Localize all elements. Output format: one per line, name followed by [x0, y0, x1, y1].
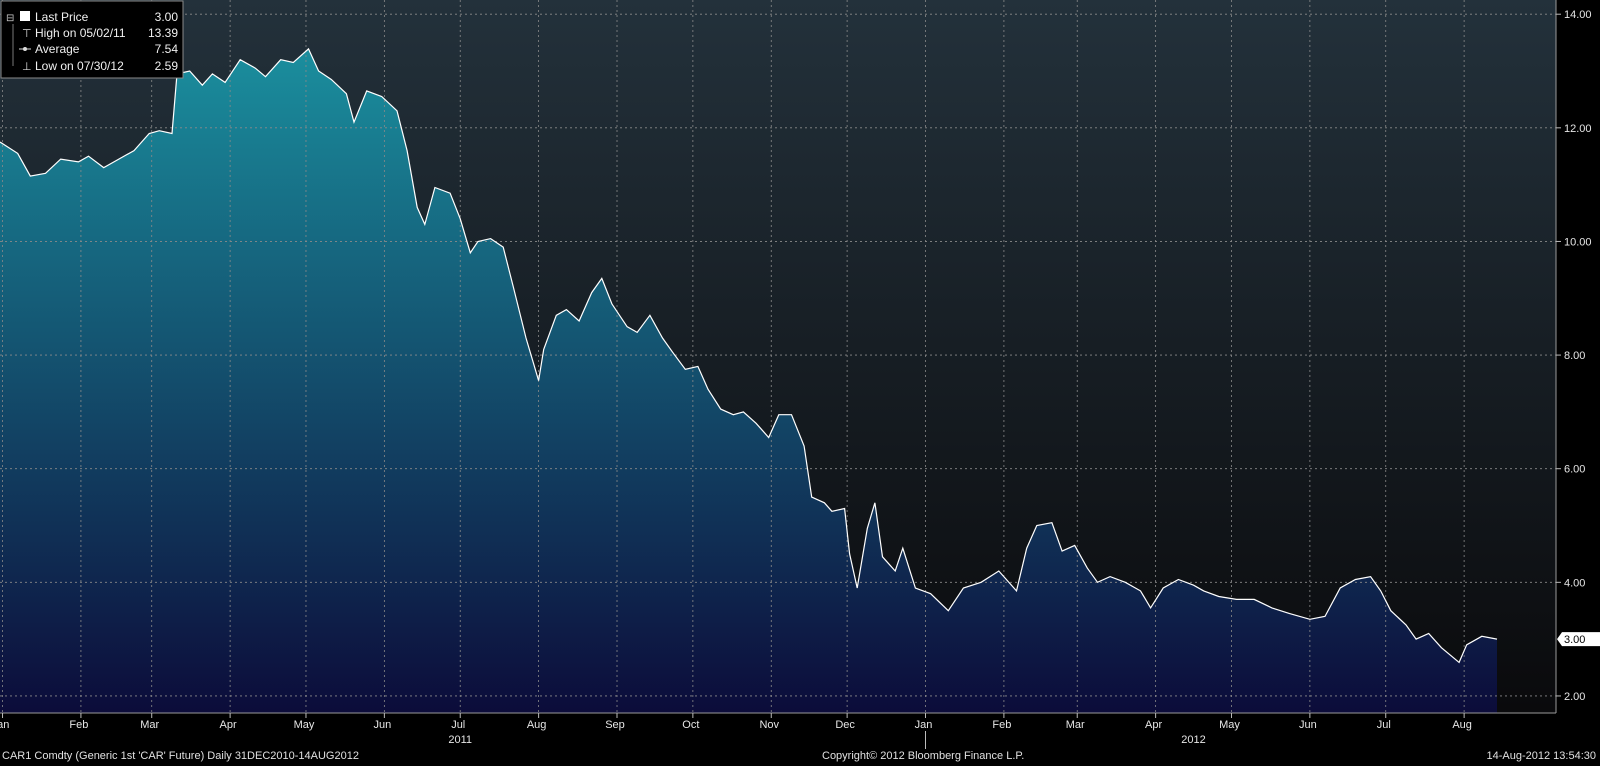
average-marker-icon: [19, 47, 31, 51]
y-tick-label-4: 10.00: [1564, 236, 1592, 248]
x-tick-label-4: May: [294, 719, 315, 731]
x-tick-label-6: Jul: [451, 719, 465, 731]
x-tick-label-1: Feb: [69, 719, 88, 731]
legend-box: ⊟ Last Price 3.00 ⊤ High on 05/02/11 13.…: [0, 0, 184, 79]
x-tick-label-13: Feb: [992, 719, 1011, 731]
y-tick-label-0: 2.00: [1564, 691, 1585, 703]
legend-label-last-price: Last Price: [35, 10, 89, 24]
low-marker-icon: ⊥: [22, 60, 32, 73]
x-tick-label-7: Aug: [527, 719, 547, 731]
x-tick-label-17: Jun: [1299, 719, 1317, 731]
last-price-tag-label: 3.00: [1564, 634, 1585, 646]
legend-value-high: 13.39: [148, 26, 178, 40]
legend-collapse-icon[interactable]: ⊟: [6, 13, 14, 24]
x-tick-label-2: Mar: [140, 719, 159, 731]
x-tick-label-18: Jul: [1377, 719, 1391, 731]
footer-copyright: Copyright© 2012 Bloomberg Finance L.P.: [822, 750, 1025, 762]
footer-timestamp: 14-Aug-2012 13:54:30: [1486, 750, 1596, 762]
legend-label-average: Average: [35, 42, 80, 56]
legend-label-high: High on 05/02/11: [35, 26, 126, 40]
grid-lines: [0, 0, 1556, 713]
y-axis: 2.00 4.00 6.00 8.00 10.00 12.00 14.00: [1556, 9, 1592, 703]
legend-label-low: Low on 07/30/12: [35, 59, 124, 73]
legend-swatch-icon: [20, 11, 30, 21]
x-axis: Jan Feb Mar Apr May Jun Jul Aug Sep Oct Nov Dec Jan F…: [0, 713, 1472, 731]
year-label-1: 2012: [1181, 734, 1205, 746]
y-tick-label-6: 14.00: [1564, 9, 1592, 21]
x-tick-label-9: Oct: [682, 719, 699, 731]
x-tick-label-3: Apr: [220, 719, 237, 731]
legend-value-low: 2.59: [155, 59, 179, 73]
x-tick-label-19: Aug: [1452, 719, 1472, 731]
price-line: [0, 47, 1498, 664]
x-tick-label-15: Apr: [1145, 719, 1162, 731]
y-tick-label-5: 12.00: [1564, 123, 1592, 135]
footer-security-description: CAR1 Comdty (Generic 1st 'CAR' Future) D…: [2, 750, 359, 762]
last-price-tag: 3.00: [1557, 632, 1600, 647]
x-tick-label-5: Jun: [373, 719, 391, 731]
y-tick-label-2: 6.00: [1564, 464, 1585, 476]
x-tick-label-16: May: [1219, 719, 1240, 731]
year-axis: 2011 2012: [448, 731, 1206, 749]
y-tick-label-3: 8.00: [1564, 350, 1585, 362]
legend-value-last-price: 3.00: [155, 10, 179, 24]
price-area-fill: [0, 48, 1497, 713]
x-tick-label-0: Jan: [0, 719, 9, 731]
x-tick-label-10: Nov: [759, 719, 779, 731]
x-tick-label-8: Sep: [605, 719, 625, 731]
x-tick-label-12: Jan: [915, 719, 933, 731]
x-tick-label-11: Dec: [835, 719, 855, 731]
x-tick-label-14: Mar: [1066, 719, 1085, 731]
y-tick-label-1: 4.00: [1564, 577, 1585, 589]
legend-value-average: 7.54: [155, 42, 179, 56]
high-marker-icon: ⊤: [22, 27, 32, 40]
year-label-0: 2011: [448, 734, 472, 746]
